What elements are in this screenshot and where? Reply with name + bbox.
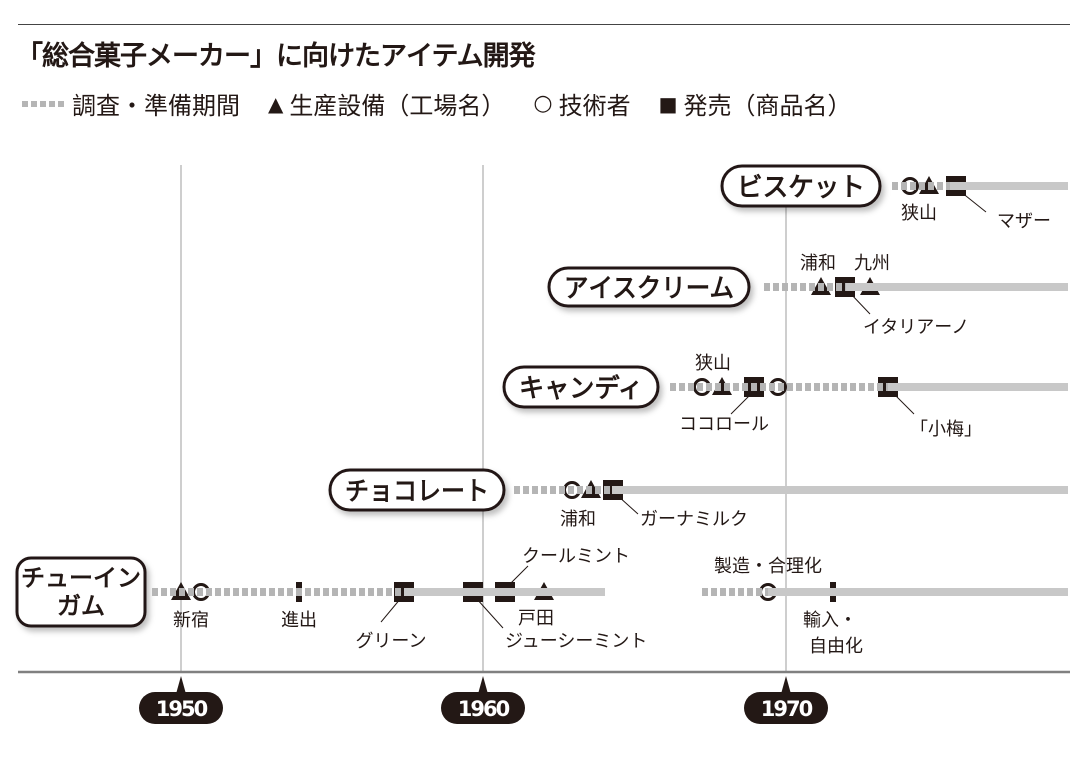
- legend-research: 調査・準備期間: [22, 86, 240, 121]
- legend-facility-label: 生産設備（工場名）: [289, 92, 506, 120]
- category-pill: [547, 266, 751, 308]
- category-pill: [328, 468, 506, 512]
- event-label: 製造・合理化: [714, 556, 822, 577]
- circle-icon: ○: [533, 91, 553, 116]
- square-icon: ■: [658, 91, 678, 116]
- leader-line: [475, 597, 504, 629]
- event-label: マザー: [997, 211, 1051, 232]
- category-pill: [15, 556, 147, 628]
- event-label: 「小梅」: [910, 419, 982, 440]
- event-label: 浦和: [560, 509, 596, 530]
- year-label: 1950: [156, 697, 208, 721]
- event-label: グリーン: [355, 631, 426, 652]
- event-label: ジューシーミント: [505, 631, 647, 652]
- event-label: ココロール: [679, 414, 769, 435]
- legend-engineer-label: 技術者: [558, 92, 631, 120]
- event-label: 戸田: [518, 608, 554, 629]
- legend: 調査・準備期間 ▲ 生産設備（工場名） ○ 技術者 ■ 発売（商品名）: [22, 86, 880, 121]
- event-label: 狭山: [695, 353, 731, 374]
- category-name: ビスケット: [737, 173, 865, 203]
- year-label: 1970: [761, 697, 813, 721]
- year-badge-1950: 1950: [139, 676, 223, 724]
- event-label: ガーナミルク: [640, 509, 748, 530]
- category-name: チョコレート: [345, 477, 489, 507]
- event-label: 新宿: [173, 610, 209, 631]
- legend-launch: ■ 発売（商品名）: [659, 86, 852, 121]
- year-label: 1960: [458, 697, 510, 721]
- event-label: イタリアーノ: [863, 317, 969, 338]
- event-label: 狭山: [901, 203, 937, 224]
- year-badge-bg: [441, 692, 525, 724]
- year-badge-bg: [744, 692, 828, 724]
- event-label: 進出: [281, 610, 317, 631]
- legend-facility: ▲ 生産設備（工場名）: [268, 86, 505, 121]
- category-name: ガム: [57, 592, 105, 620]
- year-badge-bg: [139, 692, 223, 724]
- year-pointer: [781, 676, 791, 694]
- event-label: クールミント: [522, 546, 630, 567]
- legend-launch-label: 発売（商品名）: [683, 92, 852, 120]
- category-pill: [720, 164, 882, 208]
- year-pointer: [176, 676, 186, 694]
- event-label: 浦和: [800, 253, 836, 274]
- year-badge-1960: 1960: [441, 676, 525, 724]
- chart-title: 「総合菓子メーカー」に向けたアイテム開発: [16, 41, 536, 72]
- event-label: 自由化: [809, 636, 863, 657]
- top-rule: [18, 24, 1070, 25]
- event-label: 輸入・: [803, 610, 857, 631]
- category-name: アイスクリーム: [564, 274, 734, 304]
- legend-engineer: ○ 技術者: [533, 86, 630, 121]
- leader-line: [730, 393, 752, 415]
- category-pill: [502, 365, 660, 409]
- triangle-icon: ▲: [268, 91, 284, 116]
- category-name: チューイン: [21, 564, 141, 592]
- year-pointer: [478, 676, 488, 694]
- year-badge-1970: 1970: [744, 676, 828, 724]
- dashed-line-icon: [22, 100, 66, 107]
- legend-research-label: 調査・準備期間: [72, 92, 240, 120]
- category-name: キャンディ: [519, 373, 643, 404]
- event-label: 九州: [854, 253, 890, 274]
